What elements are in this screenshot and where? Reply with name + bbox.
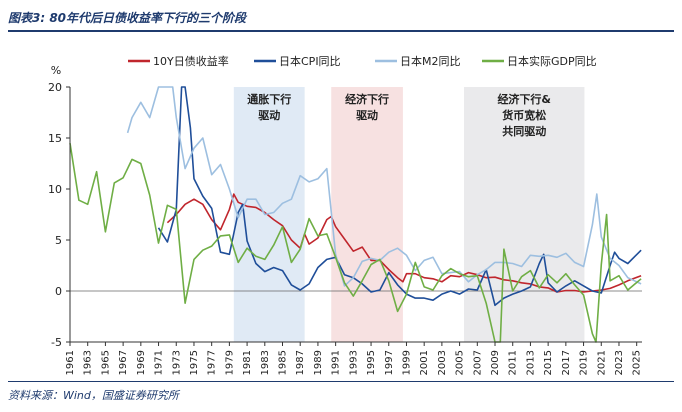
x-tick-label: 2005 — [455, 350, 466, 375]
x-tick-label: 1961 — [65, 350, 76, 375]
phase-band-1 — [233, 87, 305, 342]
x-tick-label: 1965 — [100, 350, 111, 375]
series-line-4 — [69, 142, 642, 343]
x-tick-label: 1979 — [224, 350, 235, 375]
x-tick-label: 2003 — [437, 350, 448, 375]
phase-band-2 — [331, 87, 403, 342]
legend-layer: 10Y日债收益率 日本CPI同比 日本M2同比 日本实际GDP同比 — [128, 54, 597, 68]
phase-band-1-label-line: 驱动 — [258, 108, 280, 122]
phase-band-2-label-line: 经济下行 — [345, 92, 389, 106]
x-tick-label: 1995 — [366, 350, 377, 375]
x-tick-label: 1971 — [154, 350, 165, 375]
x-tick-label: 1983 — [260, 350, 271, 375]
x-tick-label: 1991 — [331, 350, 342, 375]
x-tick-label: 1993 — [348, 350, 359, 375]
phase-band-2-label-line: 驱动 — [356, 108, 378, 122]
x-tick-label: 1999 — [401, 350, 412, 375]
phase-band-3-label-line: 货币宽松 — [501, 108, 546, 122]
x-tick-label: 1967 — [118, 350, 129, 375]
x-tick-label: 2021 — [596, 350, 607, 375]
legend-label-4: 日本实际GDP同比 — [507, 54, 597, 68]
x-tick-label: 1987 — [295, 350, 306, 375]
title-rule — [8, 30, 674, 32]
y-axis-label: % — [51, 64, 61, 77]
x-tick-label: 1989 — [313, 350, 324, 375]
x-tick-label: 2001 — [419, 350, 430, 375]
series-line-1 — [166, 193, 642, 293]
source-rule — [8, 381, 674, 382]
axes-layer: -5 0 5 10 15 20% 1961 1963 1965 1967 1969 1971 1973 1… — [48, 64, 643, 375]
x-tick-label: 2017 — [561, 350, 572, 375]
x-tick-label: 1981 — [242, 350, 253, 375]
legend-label-1: 10Y日债收益率 — [153, 54, 229, 68]
series-layer — [69, 86, 642, 343]
x-tick-label: 2019 — [579, 350, 590, 375]
phase-band-3-label-line: 共同驱动 — [502, 124, 546, 138]
y-tick-label: -5 — [51, 336, 62, 349]
x-tick-label: 2011 — [508, 350, 519, 375]
y-tick-label: 20 — [48, 81, 62, 94]
x-tick-label: 1963 — [83, 350, 94, 375]
x-tick-label: 2023 — [614, 350, 625, 375]
phase-band-1-label-line: 通胀下行 — [247, 92, 291, 106]
x-tick-label: 2007 — [472, 350, 483, 375]
phase-band-3-label-line: 经济下行& — [497, 92, 551, 106]
x-tick-label: 1997 — [384, 350, 395, 375]
y-tick-label: 5 — [55, 234, 62, 247]
y-tick-label: 0 — [55, 285, 62, 298]
source-note: 资料来源：Wind，国盛证券研究所 — [8, 389, 179, 402]
x-tick-label: 2015 — [543, 350, 554, 375]
x-tick-label: 2009 — [490, 350, 501, 375]
legend-label-3: 日本M2同比 — [400, 54, 461, 68]
phase-band-3 — [464, 87, 585, 342]
y-tick-label: 10 — [48, 183, 62, 196]
x-tick-label: 1973 — [171, 350, 182, 375]
x-tick-label: 1975 — [189, 350, 200, 375]
x-tick-label: 1969 — [136, 350, 147, 375]
figure-title: 图表3: 80年代后日债收益率下行的三个阶段 — [8, 11, 247, 25]
x-tick-label: 2025 — [632, 350, 643, 375]
x-tick-label: 1985 — [278, 350, 289, 375]
legend-label-2: 日本CPI同比 — [279, 54, 341, 68]
x-tick-label: 1977 — [207, 350, 218, 375]
y-tick-label: 15 — [48, 132, 62, 145]
series-line-2 — [157, 86, 642, 307]
bands-layer — [233, 87, 585, 342]
x-tick-label: 2013 — [525, 350, 536, 375]
